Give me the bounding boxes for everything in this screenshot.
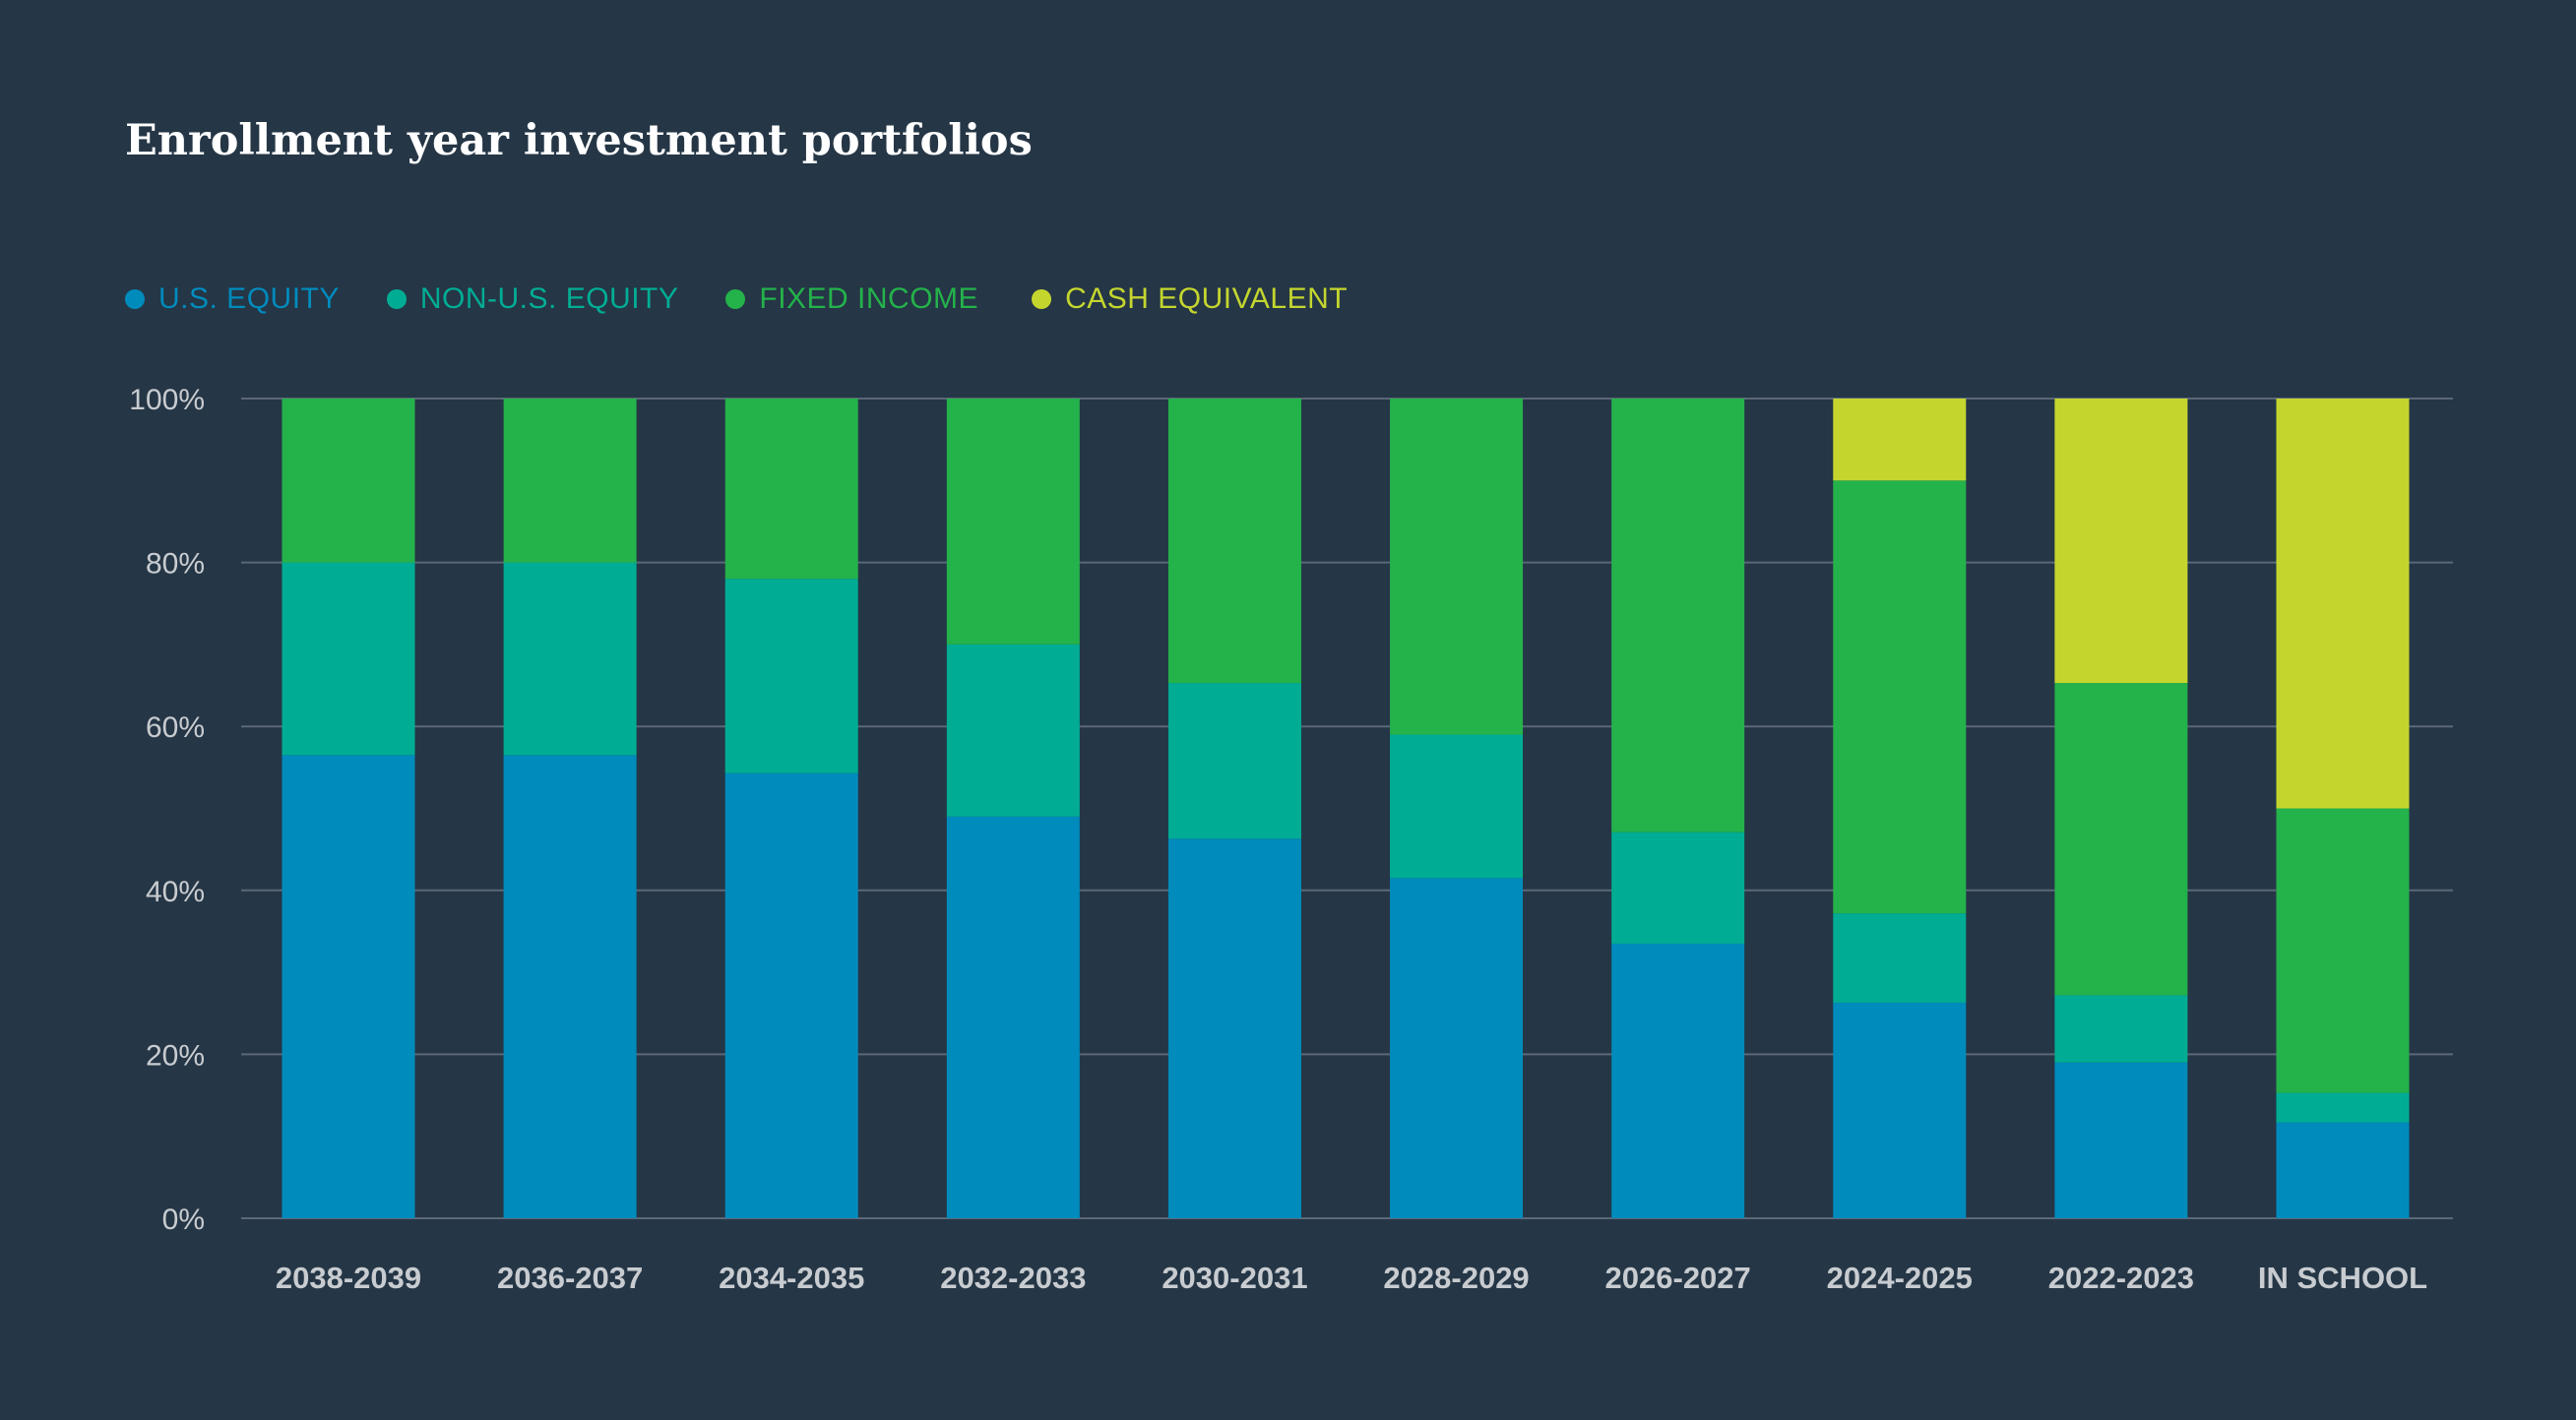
bar-segment: [503, 755, 637, 1218]
x-tick-label: 2024-2025: [1827, 1261, 1973, 1295]
y-tick-label: 100%: [129, 384, 205, 416]
bar-segment: [282, 755, 415, 1218]
legend-label: CASH EQUIVALENT: [1065, 282, 1349, 315]
legend-label: NON-U.S. EQUITY: [419, 282, 679, 315]
y-tick-label: 60%: [146, 711, 205, 744]
x-tick-label: 2038-2039: [276, 1261, 421, 1295]
legend-label: FIXED INCOME: [759, 282, 979, 315]
legend: U.S. EQUITY NON-U.S. EQUITY FIXED INCOME CA…: [125, 282, 1395, 316]
legend-item: U.S. EQUITY: [125, 282, 340, 316]
bar-segment: [2054, 683, 2188, 996]
bar-segment: [2276, 1122, 2410, 1218]
chart-title: Enrollment year investment portfolios: [125, 116, 1033, 165]
x-tick-label: 2022-2023: [2048, 1261, 2194, 1295]
bar-segment: [946, 644, 1080, 817]
bar-segment: [1833, 480, 1967, 914]
y-tick-label: 20%: [146, 1039, 205, 1072]
bar-segment: [1167, 683, 1301, 839]
x-tick-label: 2026-2027: [1605, 1261, 1751, 1295]
bar-segment: [724, 399, 858, 580]
bar-segment: [1167, 399, 1301, 684]
bar-segment: [2054, 1062, 2188, 1218]
x-tick-label: 2032-2033: [940, 1261, 1086, 1295]
bar-segment: [1390, 399, 1524, 735]
x-tick-label: 2036-2037: [497, 1261, 643, 1295]
y-tick-label: 40%: [146, 876, 205, 908]
bar-segment: [1390, 734, 1524, 879]
bar-segment: [1611, 832, 1745, 944]
bar-segment: [946, 816, 1080, 1218]
bar-segment: [2276, 1092, 2410, 1123]
bar-segment: [1611, 399, 1745, 833]
legend-marker-icon: [725, 289, 746, 309]
y-tick-label: 80%: [146, 548, 205, 581]
bar-segment: [2276, 399, 2410, 809]
legend-marker-icon: [1032, 289, 1052, 309]
bar-segment: [503, 399, 637, 563]
legend-marker-icon: [386, 289, 407, 309]
bar-segment: [1833, 399, 1967, 481]
bar-segment: [1390, 878, 1524, 1218]
bar-segment: [724, 772, 858, 1218]
legend-label: U.S. EQUITY: [158, 282, 340, 315]
legend-item: CASH EQUIVALENT: [1032, 282, 1348, 316]
bar-segment: [282, 562, 415, 756]
bar-segment: [1833, 913, 1967, 1003]
bar-segment: [724, 579, 858, 773]
bar-segment: [2054, 399, 2188, 684]
bar-segment: [1611, 943, 1745, 1218]
x-tick-label: IN SCHOOL: [2258, 1261, 2427, 1295]
bar-segment: [2276, 808, 2410, 1093]
bar-segment: [282, 399, 415, 563]
bar-segment: [1167, 838, 1301, 1218]
x-tick-label: 2028-2029: [1383, 1261, 1529, 1295]
legend-marker-icon: [125, 289, 145, 309]
legend-item: FIXED INCOME: [725, 282, 978, 316]
legend-item: NON-U.S. EQUITY: [386, 282, 679, 316]
bar-segment: [2054, 995, 2188, 1063]
bar-segment: [946, 399, 1080, 645]
bar-segment: [1833, 1002, 1967, 1218]
x-tick-label: 2030-2031: [1162, 1261, 1307, 1295]
y-tick-label: 0%: [162, 1204, 205, 1236]
bar-segment: [503, 562, 637, 756]
x-tick-label: 2034-2035: [719, 1261, 864, 1295]
